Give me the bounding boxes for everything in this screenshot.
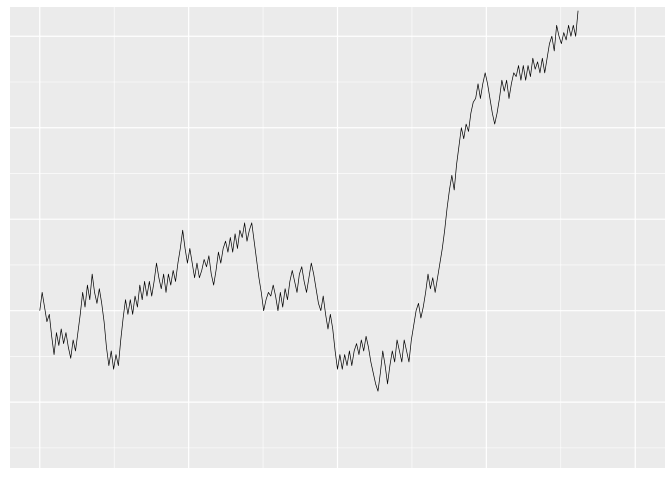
major-gridlines — [10, 7, 665, 468]
series-layer — [39, 10, 579, 392]
series-line — [39, 10, 579, 392]
